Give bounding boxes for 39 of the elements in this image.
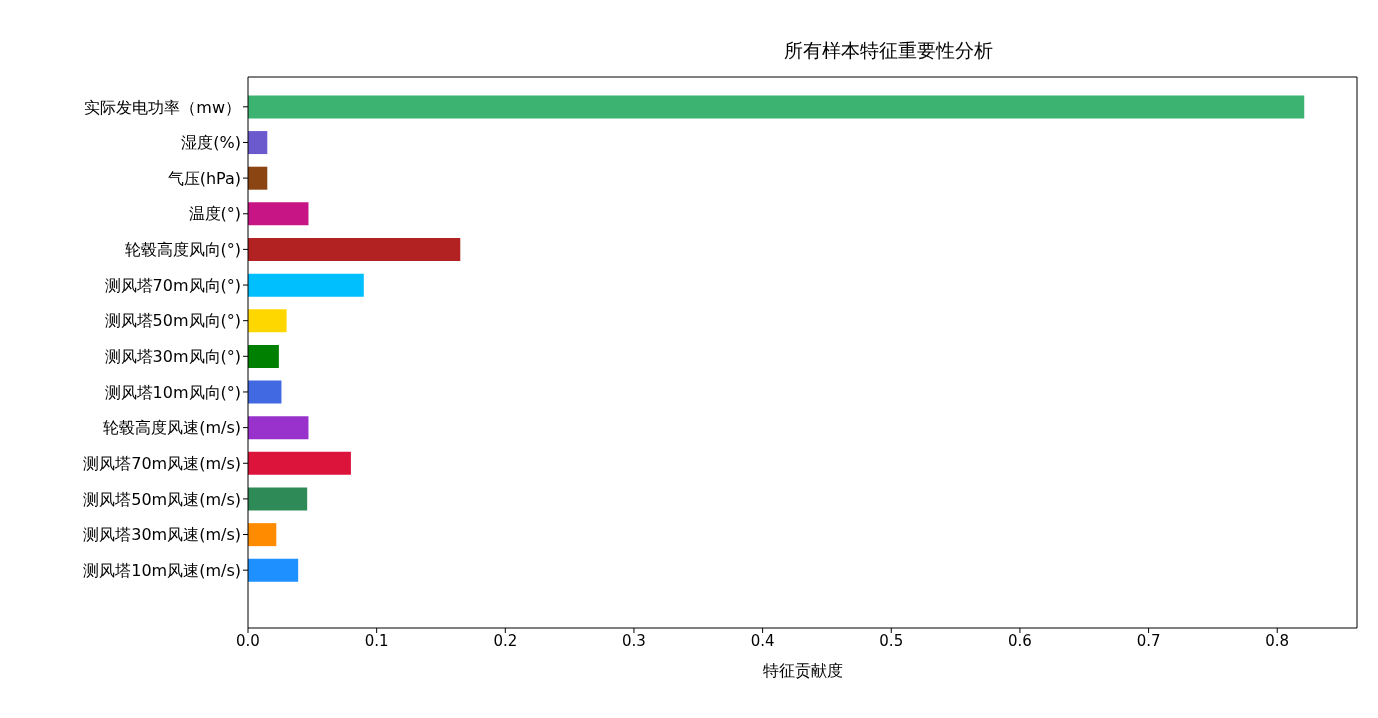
x-tick-label: 0.6 <box>1008 631 1032 650</box>
y-tick-label: 轮毂高度风向(°) <box>124 240 241 260</box>
bar <box>248 166 268 190</box>
bar <box>248 95 1305 119</box>
bar <box>248 131 268 155</box>
x-tick-label: 0.5 <box>879 631 904 650</box>
x-tick-label: 0.7 <box>1136 631 1161 650</box>
bar <box>248 237 461 261</box>
y-tick-label: 测风塔10m风向(°) <box>104 382 241 402</box>
chart-title: 所有样本特征重要性分析 <box>782 38 994 63</box>
bar <box>248 416 309 440</box>
bar <box>248 309 287 333</box>
y-tick-label: 实际发电功率（mw） <box>84 97 241 117</box>
x-tick-label: 0.4 <box>750 631 775 650</box>
bar <box>248 451 351 475</box>
x-tick-label: 0.8 <box>1265 631 1290 650</box>
y-tick-label: 测风塔10m风速(m/s) <box>83 560 241 580</box>
x-tick-label: 0.1 <box>364 631 389 650</box>
y-tick-label: 测风塔50m风向(°) <box>104 311 241 331</box>
y-tick-label: 气压(hPa) <box>167 168 241 188</box>
bar <box>248 487 308 511</box>
y-tick-label: 轮毂高度风速(m/s) <box>103 418 241 438</box>
x-tick-label: 0.0 <box>236 631 260 650</box>
x-tick-label: 0.2 <box>493 631 518 650</box>
y-tick-label: 湿度(%) <box>181 133 241 153</box>
bar <box>248 523 277 547</box>
bar <box>248 558 299 582</box>
y-tick-label: 测风塔30m风向(°) <box>104 347 241 366</box>
bar <box>248 273 364 297</box>
bar <box>248 202 309 226</box>
bar <box>248 344 279 368</box>
y-tick-label: 测风塔70m风向(°) <box>104 275 241 295</box>
y-tick-label: 测风塔70m风速(m/s) <box>83 453 241 473</box>
x-tick-label: 0.3 <box>622 631 646 650</box>
y-tick-label: 温度(°) <box>188 204 241 224</box>
y-tick-label: 测风塔50m风速(m/s) <box>83 489 241 509</box>
bar <box>248 380 282 404</box>
y-tick-label: 测风塔30m风速(m/s) <box>83 525 241 545</box>
x-axis-title: 特征贡献度 <box>762 661 843 680</box>
